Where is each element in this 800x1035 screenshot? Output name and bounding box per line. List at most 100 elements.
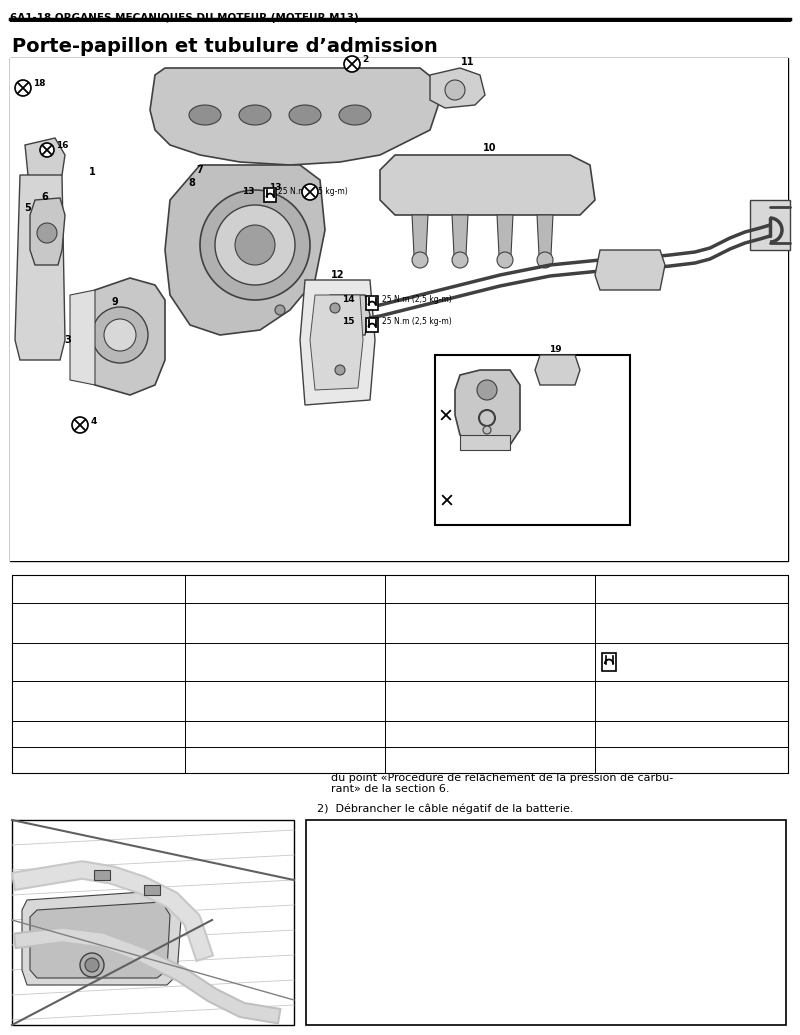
Text: 8: 8: [189, 178, 195, 188]
Circle shape: [537, 252, 553, 268]
Text: 25 N.m (2,5 kg-m): 25 N.m (2,5 kg-m): [382, 317, 452, 325]
Circle shape: [412, 252, 428, 268]
Text: 9.  Soupape IAC: 9. Soupape IAC: [190, 648, 266, 657]
Text: 14: 14: [342, 295, 355, 303]
Ellipse shape: [339, 105, 371, 125]
Text: 12.  Raidisseur de tubulure
      d’admission: 12. Raidisseur de tubulure d’admission: [190, 752, 318, 771]
Text: 15: 15: [342, 317, 355, 325]
Bar: [144, 885, 160, 895]
Text: 9: 9: [112, 297, 118, 307]
Polygon shape: [412, 215, 428, 255]
Text: 18: 18: [33, 80, 46, 89]
Bar: [366, 318, 378, 332]
Text: 14.  Boulon (court) de montage
      de tubulure d’admission: 14. Boulon (court) de montage de tubulur…: [390, 608, 539, 627]
Text: 19: 19: [549, 346, 562, 355]
Text: DEPOSE: DEPOSE: [286, 742, 348, 756]
Text: 5.  Canalisation EGR: 5. Canalisation EGR: [17, 726, 114, 735]
Bar: [306, 820, 786, 1025]
Text: 3.  Porte-papillon: 3. Porte-papillon: [17, 648, 98, 657]
Circle shape: [335, 365, 345, 375]
Text: 18►: 18►: [456, 408, 471, 414]
Polygon shape: [70, 290, 95, 385]
Circle shape: [483, 426, 491, 434]
Circle shape: [80, 953, 104, 977]
Polygon shape: [452, 215, 468, 255]
Text: 18.  Rondelle: 18. Rondelle: [390, 752, 452, 761]
Text: 17.  Joint torique: 17. Joint torique: [390, 726, 469, 735]
Text: 6A1-18 ORGANES MECANIQUES DU MOTEUR (MOTEUR M13): 6A1-18 ORGANES MECANIQUES DU MOTEUR (MOT…: [10, 13, 358, 23]
Circle shape: [344, 56, 360, 72]
Text: 1: 1: [89, 167, 95, 177]
Circle shape: [85, 958, 99, 972]
Bar: [10, 58, 788, 561]
Text: 12: 12: [331, 270, 345, 280]
Text: 3: 3: [65, 335, 71, 345]
Polygon shape: [25, 138, 65, 180]
Text: 7: 7: [197, 165, 203, 175]
Ellipse shape: [239, 105, 271, 125]
Bar: [264, 188, 275, 202]
Text: Porte-papillon et tubulure d’admission: Porte-papillon et tubulure d’admission: [12, 37, 438, 56]
Bar: [10, 58, 788, 561]
Text: 25 N.m (2,5 kg-m): 25 N.m (2,5 kg-m): [382, 295, 452, 303]
Ellipse shape: [189, 105, 221, 125]
Text: Pour éviter tout risque de brûlure, ne jamais déposer le bou-
chon (1) de vidang: Pour éviter tout risque de brûlure, ne j…: [314, 848, 718, 936]
Text: 16: 16: [56, 142, 69, 150]
Text: 13: 13: [270, 183, 282, 193]
Text: 2.  Joint d’étanchéité de
      tubulure d’admission: 2. Joint d’étanchéité de tubulure d’admi…: [17, 608, 135, 628]
Text: 11: 11: [462, 57, 474, 67]
Text: 10: 10: [483, 143, 497, 153]
Text: AVERTISSEMENT:: AVERTISSEMENT:: [314, 830, 434, 842]
Circle shape: [104, 319, 136, 351]
Circle shape: [15, 80, 31, 96]
Polygon shape: [595, 250, 665, 290]
Text: 3)  Vidanger le liquide de refroidissement en desserrant le bouchon
    (1) de v: 3) Vidanger le liquide de refroidissemen…: [317, 820, 694, 841]
Circle shape: [602, 693, 618, 709]
Text: 2: 2: [362, 56, 368, 64]
Polygon shape: [460, 435, 510, 450]
Circle shape: [477, 380, 497, 400]
Polygon shape: [150, 68, 440, 165]
Text: 2)  Débrancher le câble négatif de la batterie.: 2) Débrancher le câble négatif de la bat…: [317, 804, 574, 815]
Circle shape: [497, 252, 513, 268]
Text: 25 N.m (2,5 kg-m): 25 N.m (2,5 kg-m): [278, 186, 348, 196]
Circle shape: [275, 305, 285, 315]
Circle shape: [330, 303, 340, 313]
Polygon shape: [30, 901, 170, 978]
Text: 11.  Crochet du moteur: 11. Crochet du moteur: [190, 726, 301, 735]
Polygon shape: [30, 198, 65, 265]
Text: 13: 13: [242, 186, 255, 196]
Circle shape: [445, 80, 465, 100]
Text: 10.  Rampe distributrice de carburant: 10. Rampe distributrice de carburant: [190, 686, 370, 694]
Text: 13.  Ecrou de montage de
      tubulure d’admission: 13. Ecrou de montage de tubulure d’admis…: [390, 580, 513, 599]
Bar: [12, 575, 788, 773]
Text: 15.  Boulon (long) de montage
      de tubulure d’admission: 15. Boulon (long) de montage de tubulure…: [390, 648, 534, 668]
Polygon shape: [165, 165, 325, 335]
Polygon shape: [430, 68, 485, 108]
Polygon shape: [310, 295, 363, 390]
Text: 18: 18: [433, 390, 445, 400]
Text: 4.  Joint d’étanchéité: 4. Joint d’étanchéité: [17, 686, 116, 696]
Circle shape: [215, 205, 295, 285]
Text: 16.  Joint d’étanchéité de la
      canalisation EGR: 16. Joint d’étanchéité de la canalisatio…: [390, 686, 522, 706]
Polygon shape: [75, 278, 165, 395]
Bar: [12, 820, 294, 1025]
Circle shape: [452, 252, 468, 268]
Text: 20: 20: [457, 492, 470, 501]
Bar: [366, 296, 378, 310]
Circle shape: [37, 223, 57, 243]
Circle shape: [200, 190, 310, 300]
Text: 4: 4: [91, 416, 98, 425]
Ellipse shape: [289, 105, 321, 125]
Polygon shape: [497, 215, 513, 255]
Text: 1)  Relâcher la pression de carburant en se référant aux indications
    du poin: 1) Relâcher la pression de carburant en …: [317, 760, 694, 794]
Circle shape: [440, 493, 454, 507]
Circle shape: [235, 225, 275, 265]
Polygon shape: [300, 280, 375, 405]
Text: 17: 17: [432, 357, 445, 366]
Polygon shape: [325, 295, 370, 335]
Text: 1.  Tubulure d’admission: 1. Tubulure d’admission: [17, 580, 133, 589]
Polygon shape: [750, 200, 790, 250]
Bar: [94, 870, 110, 880]
Polygon shape: [537, 215, 553, 255]
